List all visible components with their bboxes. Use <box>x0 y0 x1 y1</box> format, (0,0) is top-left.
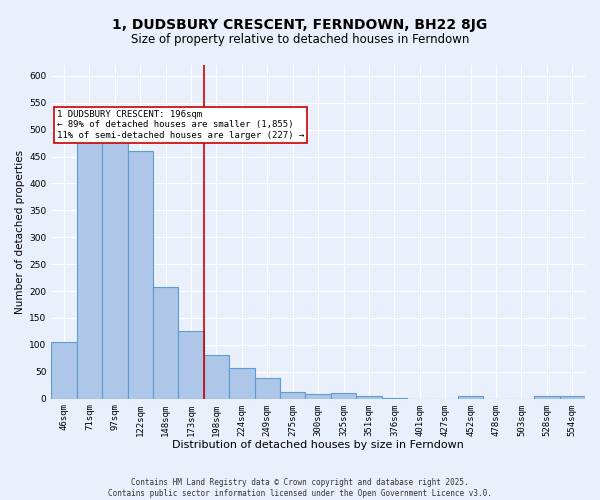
Text: Size of property relative to detached houses in Ferndown: Size of property relative to detached ho… <box>131 32 469 46</box>
Y-axis label: Number of detached properties: Number of detached properties <box>15 150 25 314</box>
Bar <box>204 354 229 399</box>
Bar <box>356 396 382 398</box>
Bar <box>534 396 560 398</box>
Bar <box>229 368 254 398</box>
Bar <box>77 134 102 398</box>
Bar <box>102 134 128 398</box>
Bar <box>458 396 484 398</box>
Bar <box>331 394 356 398</box>
Text: 1, DUDSBURY CRESCENT, FERNDOWN, BH22 8JG: 1, DUDSBURY CRESCENT, FERNDOWN, BH22 8JG <box>112 18 488 32</box>
Bar <box>305 394 331 398</box>
Bar <box>153 288 178 399</box>
Bar <box>51 342 77 398</box>
Text: 1 DUDSBURY CRESCENT: 196sqm
← 89% of detached houses are smaller (1,855)
11% of : 1 DUDSBURY CRESCENT: 196sqm ← 89% of det… <box>56 110 304 140</box>
Bar <box>280 392 305 398</box>
Bar <box>560 396 585 398</box>
Bar <box>254 378 280 398</box>
X-axis label: Distribution of detached houses by size in Ferndown: Distribution of detached houses by size … <box>172 440 464 450</box>
Bar <box>128 151 153 398</box>
Bar <box>178 332 204 398</box>
Text: Contains HM Land Registry data © Crown copyright and database right 2025.
Contai: Contains HM Land Registry data © Crown c… <box>108 478 492 498</box>
